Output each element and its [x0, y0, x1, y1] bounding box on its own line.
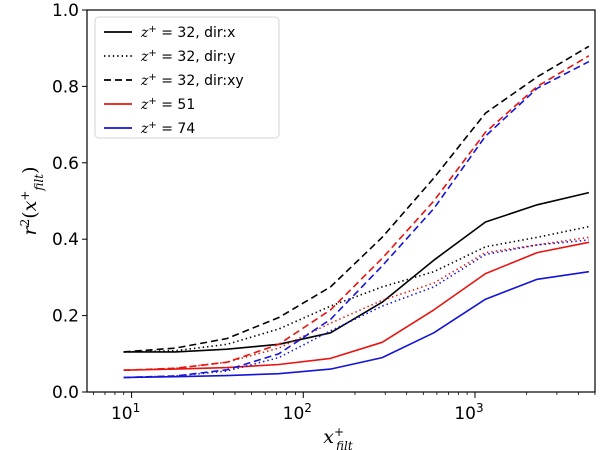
series-line-6 — [123, 55, 590, 371]
legend-box — [94, 16, 280, 139]
legend-label: z+ = 74 — [140, 120, 195, 138]
y-tick-label: 0.6 — [52, 154, 79, 174]
axes: 0.0 0.2 0.4 0.6 0.8 1.0 101 102 103 — [52, 1, 596, 424]
x-tick-label: 101 — [111, 401, 140, 424]
plot-frame — [86, 9, 596, 393]
legend: z+ = 32, dir:x z+ = 32, dir:y z+ = 32, dir… — [94, 16, 280, 139]
legend-label: z+ = 32, dir:x — [140, 24, 235, 42]
legend-label: z+ = 32, dir:y — [140, 48, 235, 66]
legend-label: z+ = 51 — [140, 96, 195, 114]
series-line-2 — [123, 225, 590, 353]
x-tick-label: 103 — [454, 401, 483, 424]
plot-area — [123, 45, 590, 379]
x-axis-label: x+ filt — [323, 425, 353, 450]
y-tick-label: 0.2 — [52, 307, 79, 327]
y-tick-label: 0.0 — [52, 383, 79, 403]
series-line-4 — [123, 241, 590, 371]
y-tick-label: 1.0 — [52, 1, 79, 21]
series-line-1 — [123, 191, 590, 353]
x-tick-label: 102 — [283, 401, 312, 424]
y-tick-label: 0.4 — [52, 230, 79, 250]
series-line-7 — [123, 270, 590, 379]
y-tick-label: 0.8 — [52, 77, 79, 97]
series-line-5 — [123, 236, 590, 371]
series-line-3 — [123, 45, 590, 353]
series-line-9 — [123, 60, 590, 379]
series-line-8 — [123, 239, 589, 379]
y-axis-label: r2(x+filt) — [18, 166, 46, 235]
legend-label: z+ = 32, dir:xy — [140, 72, 244, 90]
